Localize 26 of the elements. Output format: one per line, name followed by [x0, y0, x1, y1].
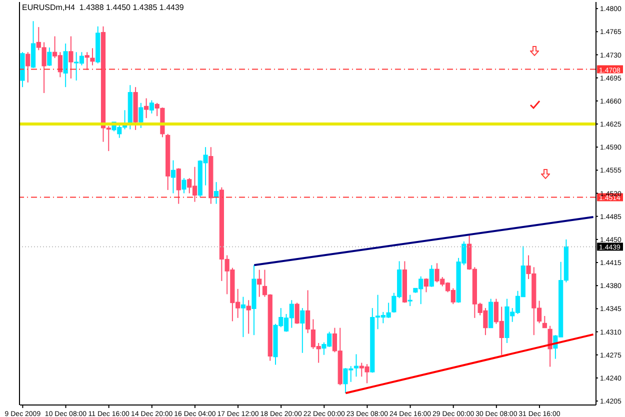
candlestick — [176, 168, 181, 204]
candlestick — [257, 269, 262, 298]
candlestick — [246, 300, 251, 334]
candlestick — [548, 325, 552, 368]
candlestick — [149, 100, 154, 114]
candlestick — [306, 290, 310, 334]
candlestick — [408, 294, 412, 307]
candlestick — [424, 278, 429, 293]
candlestick — [26, 52, 30, 83]
candlestick — [170, 160, 176, 194]
candlestick — [30, 20, 36, 68]
candlestick — [240, 296, 246, 338]
candlestick — [63, 43, 68, 88]
candlestick — [90, 48, 95, 66]
candlestick — [68, 36, 74, 80]
candlestick — [47, 47, 52, 66]
candlestick — [182, 178, 186, 194]
candlestick — [84, 52, 90, 70]
candlestick — [144, 98, 149, 119]
candlestick — [429, 264, 434, 288]
candlestick — [138, 102, 144, 128]
candlestick — [542, 315, 547, 328]
candlestick — [354, 354, 359, 378]
candlestick — [294, 302, 300, 324]
candlestick — [300, 308, 305, 354]
chart-title: EURUSDm,H4 1.4388 1.4450 1.4385 1.4439 — [22, 3, 184, 12]
